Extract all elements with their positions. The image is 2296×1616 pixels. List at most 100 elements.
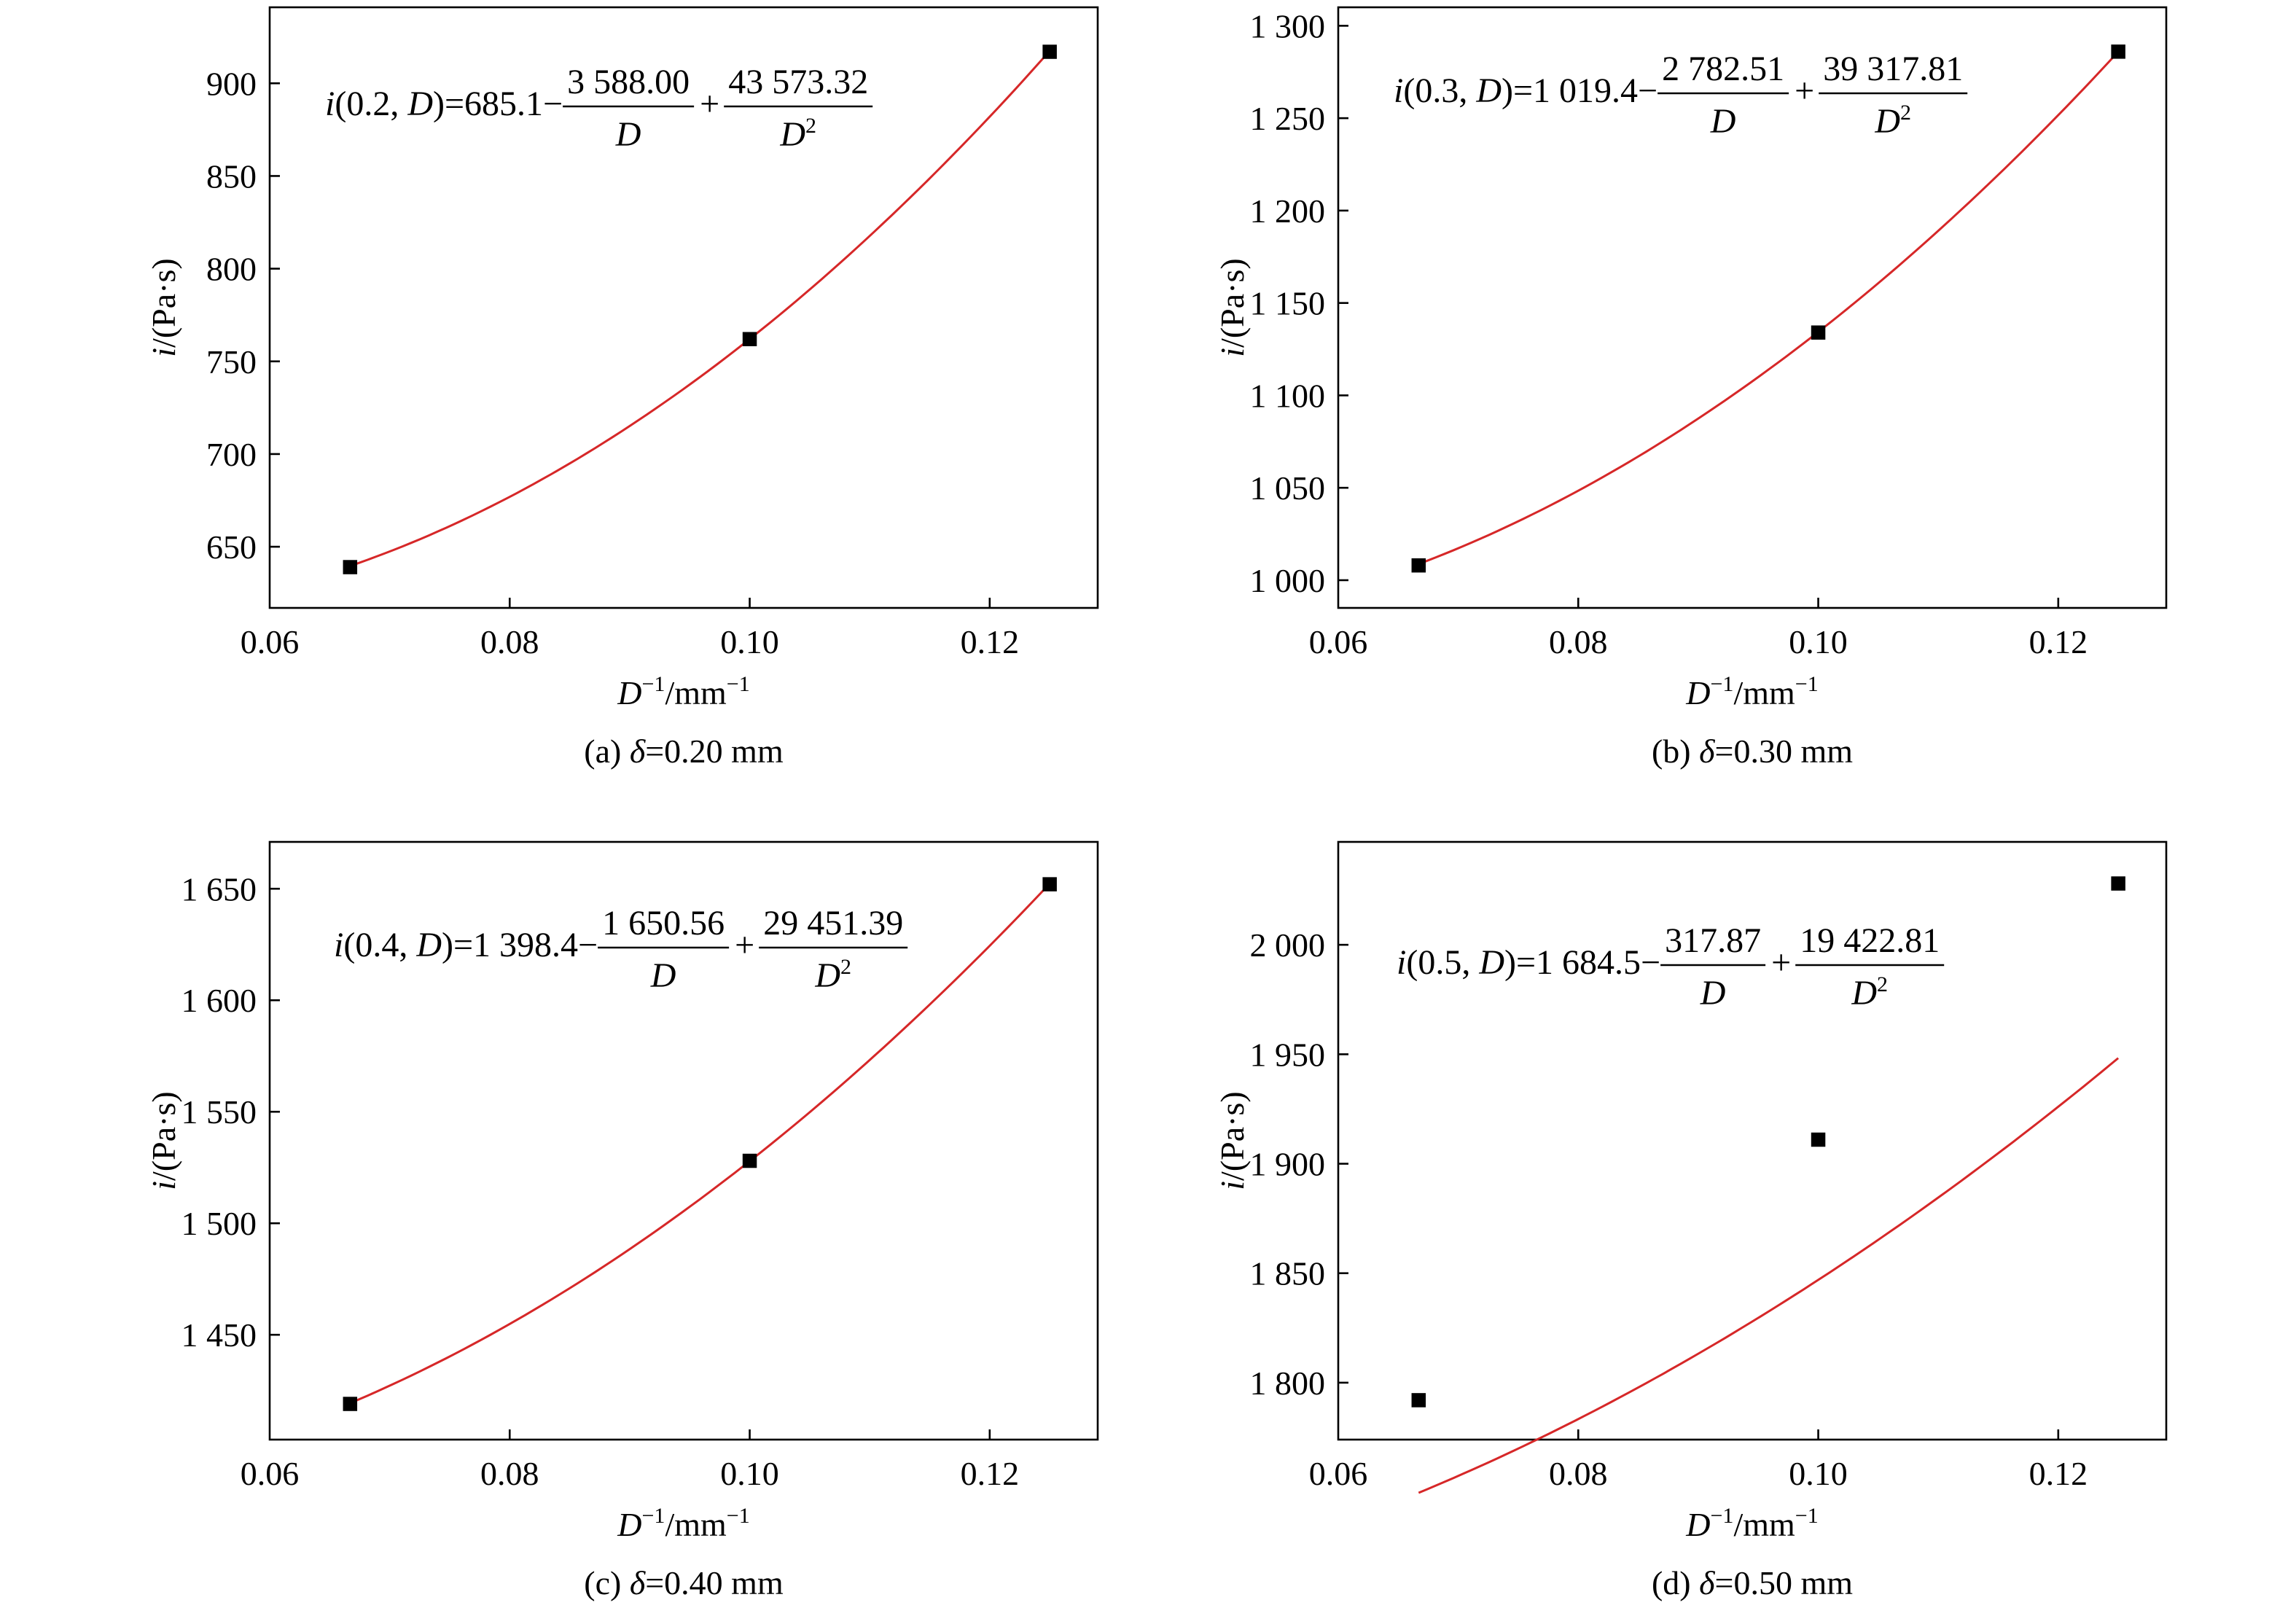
- eq-i: i: [1397, 943, 1406, 982]
- y-tick-label: 2 000: [1250, 926, 1326, 964]
- y-axis-label: i/(Pa·s): [145, 258, 182, 356]
- x-axis-var-sup: −1: [1711, 1504, 1734, 1528]
- data-point: [2111, 876, 2125, 891]
- data-point: [343, 560, 358, 574]
- eq-D: D: [1475, 71, 1502, 110]
- eq-den-var: D: [814, 956, 840, 995]
- eq-term2-numerator: 19 422.81: [1800, 921, 1940, 960]
- caption-value: =0.20 mm: [645, 733, 784, 770]
- x-axis-var: D: [1685, 1506, 1710, 1543]
- panel-b: 0.06 0.08 0.10 0.12 1 000 1 050 1 100 1 150 1 20…: [1214, 6, 2168, 770]
- eq-den-sup: 2: [1900, 101, 1911, 125]
- panel-caption: (b) δ=0.30 mm: [1652, 733, 1853, 770]
- x-tick-label: 0.08: [480, 623, 539, 660]
- x-axis-var: D: [1685, 674, 1710, 711]
- x-axis-var-sup: −1: [1711, 672, 1734, 696]
- eq-plus: +: [1795, 71, 1814, 110]
- y-tick-label: 1 150: [1250, 285, 1326, 322]
- y-tick-label: 1 000: [1250, 562, 1326, 599]
- y-tick-label: 1 450: [181, 1316, 257, 1354]
- plot-frame: [1337, 6, 2168, 609]
- y-tick-label: 1 650: [181, 870, 257, 907]
- eq-args: (0.3,: [1403, 71, 1476, 110]
- eq-args: (0.2,: [335, 85, 407, 123]
- y-tick-label: 800: [206, 251, 257, 288]
- x-axis-label: D−1/mm−1: [1685, 1504, 1818, 1543]
- y-tick-label: 900: [206, 65, 257, 102]
- x-axis-unit-sup: −1: [727, 1504, 750, 1528]
- x-tick-label: 0.12: [961, 1455, 1020, 1492]
- data-point: [343, 1397, 358, 1411]
- y-tick-label: 1 500: [181, 1205, 257, 1242]
- y-axis-var: i: [1214, 1181, 1251, 1190]
- panel-c: 0.06 0.08 0.10 0.12 1 450 1 500 1 550 1 600 1 65…: [145, 840, 1099, 1601]
- eq-den-var: D: [650, 956, 676, 995]
- eq-const: )=1 684.5−: [1504, 943, 1660, 982]
- x-axis-label: D−1/mm−1: [617, 1504, 749, 1543]
- y-tick-label: 850: [206, 157, 257, 195]
- equation-lhs: i(0.5, D)=1 684.5−: [1397, 943, 1660, 982]
- caption-value: =0.40 mm: [645, 1564, 784, 1601]
- eq-den-var: D: [1700, 974, 1726, 1012]
- y-tick-label: 1 850: [1250, 1255, 1326, 1292]
- eq-plus: +: [700, 85, 719, 123]
- caption-prefix: (d): [1652, 1564, 1699, 1601]
- y-axis-label: i/(Pa·s): [1214, 1091, 1251, 1190]
- panel-caption: (d) δ=0.50 mm: [1652, 1564, 1853, 1601]
- x-tick-label: 0.06: [241, 623, 300, 660]
- x-tick-label: 0.10: [720, 1455, 779, 1492]
- eq-D: D: [407, 85, 433, 123]
- eq-den-sup: 2: [840, 955, 851, 979]
- y-tick-label: 1 300: [1250, 7, 1326, 44]
- eq-term1-denominator: D: [650, 956, 676, 995]
- data-point: [742, 332, 757, 346]
- x-axis-var: D: [617, 1506, 641, 1543]
- eq-term2-denominator: D2: [1851, 972, 1888, 1012]
- y-tick-label: 1 900: [1250, 1146, 1326, 1183]
- y-axis-var: i: [145, 1181, 182, 1190]
- y-tick-label: 1 050: [1250, 469, 1326, 507]
- eq-den-var: D: [779, 115, 805, 154]
- eq-plus: +: [1771, 943, 1791, 982]
- x-axis-unit: /mm: [1733, 1506, 1795, 1543]
- caption-symbol: δ: [1699, 733, 1715, 770]
- eq-term1-denominator: D: [615, 115, 641, 154]
- fit-curve: [1418, 50, 2120, 566]
- x-tick-label: 0.06: [1309, 1455, 1368, 1492]
- eq-den-sup: 2: [805, 114, 816, 138]
- y-tick-label: 1 600: [181, 982, 257, 1019]
- x-axis-label: D−1/mm−1: [617, 672, 749, 711]
- plot-frame: [268, 6, 1099, 609]
- eq-const: )=1 019.4−: [1502, 71, 1657, 110]
- y-axis-var: i: [1214, 348, 1251, 357]
- x-axis-var: D: [617, 674, 641, 711]
- eq-plus: +: [735, 926, 754, 964]
- y-tick-label: 1 950: [1250, 1036, 1326, 1073]
- data-point: [1042, 44, 1057, 59]
- eq-den-var: D: [1851, 974, 1877, 1012]
- panel-caption: (a) δ=0.20 mm: [584, 733, 784, 770]
- equation-lhs: i(0.3, D)=1 019.4−: [1394, 71, 1657, 110]
- y-axis-var: i: [145, 348, 182, 357]
- x-axis-var-sup: −1: [642, 672, 665, 696]
- y-axis-label: i/(Pa·s): [145, 1091, 182, 1190]
- equation-lhs: i(0.4, D)=1 398.4−: [334, 926, 598, 964]
- x-tick-label: 0.08: [480, 1455, 539, 1492]
- eq-den-var: D: [1874, 102, 1900, 141]
- x-tick-label: 0.06: [241, 1455, 300, 1492]
- x-tick-label: 0.08: [1549, 1455, 1608, 1492]
- caption-value: =0.30 mm: [1715, 733, 1854, 770]
- x-tick-label: 0.08: [1549, 623, 1608, 660]
- data-point: [1811, 325, 1826, 340]
- caption-value: =0.50 mm: [1715, 1564, 1854, 1601]
- panel-caption: (c) δ=0.40 mm: [584, 1564, 784, 1601]
- eq-args: (0.4,: [343, 926, 416, 964]
- x-axis-unit: /mm: [1733, 674, 1795, 711]
- fit-curve: [349, 50, 1051, 567]
- caption-prefix: (b): [1652, 733, 1699, 770]
- eq-term1-numerator: 1 650.56: [602, 904, 725, 942]
- eq-term2-numerator: 43 573.32: [728, 63, 868, 101]
- eq-term2-numerator: 29 451.39: [763, 904, 903, 942]
